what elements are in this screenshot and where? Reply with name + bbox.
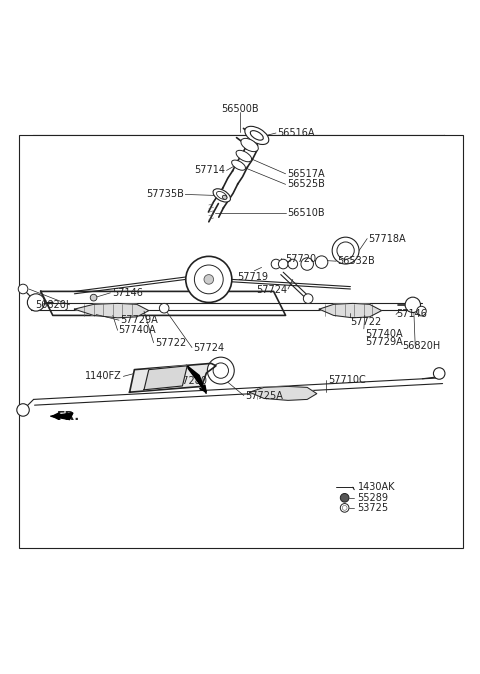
Circle shape xyxy=(194,265,223,294)
Circle shape xyxy=(337,242,354,259)
Circle shape xyxy=(315,256,328,268)
Circle shape xyxy=(271,259,281,269)
Ellipse shape xyxy=(236,150,252,162)
Text: 1140FZ: 1140FZ xyxy=(84,371,121,381)
Text: 57718A: 57718A xyxy=(369,234,406,243)
Text: 55289: 55289 xyxy=(358,493,389,503)
Circle shape xyxy=(207,357,234,384)
Polygon shape xyxy=(41,291,286,315)
Text: 56510B: 56510B xyxy=(287,208,324,218)
Text: 57146: 57146 xyxy=(396,309,427,319)
Circle shape xyxy=(90,295,97,301)
Text: 57740A: 57740A xyxy=(365,329,402,339)
Circle shape xyxy=(159,303,169,313)
Circle shape xyxy=(342,506,347,510)
Polygon shape xyxy=(319,303,382,318)
Text: 56516A: 56516A xyxy=(277,128,314,138)
Circle shape xyxy=(340,503,349,512)
Text: FR.: FR. xyxy=(57,410,80,423)
Polygon shape xyxy=(144,366,187,390)
Circle shape xyxy=(303,294,313,303)
Text: 57724: 57724 xyxy=(193,342,225,353)
Text: 1430AK: 1430AK xyxy=(358,482,395,492)
Circle shape xyxy=(288,259,298,269)
Text: 57720: 57720 xyxy=(286,253,317,264)
Text: 57719: 57719 xyxy=(238,272,268,282)
Circle shape xyxy=(213,363,228,378)
Text: 57735B: 57735B xyxy=(146,189,184,200)
Bar xyxy=(19,135,463,548)
Circle shape xyxy=(17,404,29,417)
Text: 56525B: 56525B xyxy=(287,179,325,189)
Text: 57280: 57280 xyxy=(177,376,208,386)
Circle shape xyxy=(18,284,28,294)
Circle shape xyxy=(433,368,445,379)
Text: 56500B: 56500B xyxy=(221,104,259,114)
Text: 57722: 57722 xyxy=(155,338,186,348)
Ellipse shape xyxy=(241,138,258,152)
Ellipse shape xyxy=(250,131,264,140)
Circle shape xyxy=(340,493,349,502)
Circle shape xyxy=(301,257,313,270)
Text: 57740A: 57740A xyxy=(119,326,156,335)
Polygon shape xyxy=(74,303,149,318)
Text: 57146: 57146 xyxy=(112,288,143,298)
Text: 57729A: 57729A xyxy=(365,338,403,348)
Polygon shape xyxy=(50,413,73,419)
Text: 56820H: 56820H xyxy=(402,340,440,350)
Circle shape xyxy=(405,297,420,313)
Text: 57729A: 57729A xyxy=(120,315,158,325)
Circle shape xyxy=(332,237,359,264)
Text: 56517A: 56517A xyxy=(287,168,324,179)
Text: 57722: 57722 xyxy=(350,317,382,327)
Text: 56532B: 56532B xyxy=(337,256,375,266)
Circle shape xyxy=(278,259,288,269)
Text: 57714: 57714 xyxy=(194,165,225,175)
Ellipse shape xyxy=(245,126,269,144)
Text: 57725A: 57725A xyxy=(245,390,283,400)
Polygon shape xyxy=(130,363,216,392)
Text: 56820J: 56820J xyxy=(35,300,69,310)
Polygon shape xyxy=(250,386,317,400)
Polygon shape xyxy=(187,366,206,394)
Circle shape xyxy=(417,306,426,316)
Ellipse shape xyxy=(232,160,245,171)
Circle shape xyxy=(186,256,232,303)
Ellipse shape xyxy=(222,195,227,200)
Ellipse shape xyxy=(213,189,230,202)
Circle shape xyxy=(27,294,45,311)
Text: 53725: 53725 xyxy=(358,503,389,513)
Text: 57724: 57724 xyxy=(256,285,287,295)
Circle shape xyxy=(204,274,214,284)
Ellipse shape xyxy=(216,191,227,200)
Text: 57710C: 57710C xyxy=(328,375,366,386)
